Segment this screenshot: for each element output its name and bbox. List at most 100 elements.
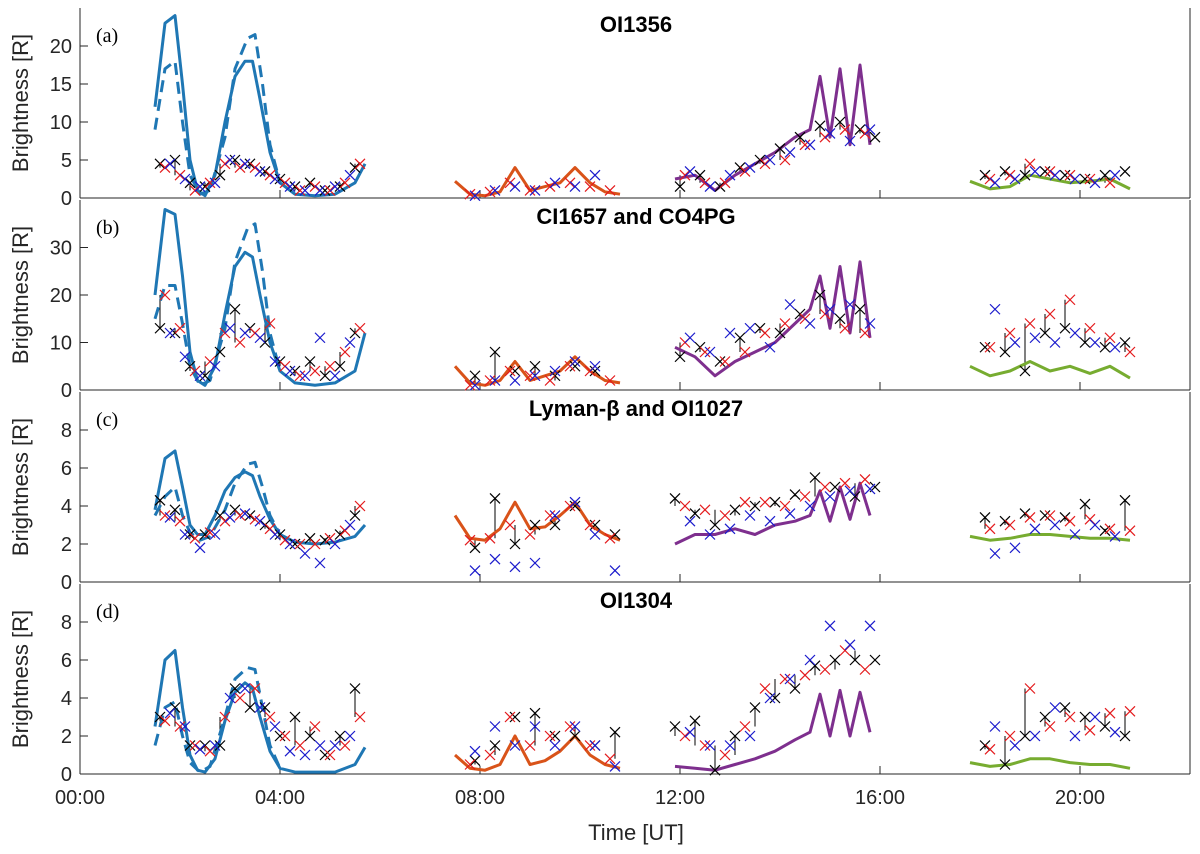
obs-marker xyxy=(529,370,541,382)
obs-marker xyxy=(484,375,496,386)
panel-3: 0 2 4 6 8 00:00 04:00 08:00 12:00 16:00 20:00 Brigh… xyxy=(8,584,1191,809)
series-line-model-seg1-dashed xyxy=(153,460,282,542)
obs-marker xyxy=(674,181,686,193)
obs-marker xyxy=(724,169,736,181)
obs-marker xyxy=(744,162,756,174)
obs-marker xyxy=(464,759,476,770)
obs-marker xyxy=(469,379,481,391)
obs-marker xyxy=(604,753,616,765)
obs-marker xyxy=(314,184,326,196)
obs-marker xyxy=(609,760,621,772)
obs-marker xyxy=(1044,721,1056,732)
obs-marker xyxy=(669,721,681,732)
obs-marker xyxy=(294,740,306,751)
obs-marker xyxy=(839,477,851,489)
obs-marker xyxy=(864,620,876,632)
obs-marker xyxy=(314,740,326,751)
obs-marker xyxy=(284,745,296,757)
obs-marker xyxy=(344,169,356,181)
obs-marker xyxy=(844,299,856,310)
y-tick-label: 20 xyxy=(50,36,72,58)
obs-marker xyxy=(529,557,541,569)
obs-marker xyxy=(779,318,791,329)
obs-marker xyxy=(859,127,871,139)
obs-marker xyxy=(789,489,801,501)
obs-marker xyxy=(224,322,236,334)
obs-marker xyxy=(1069,327,1081,339)
obs-marker xyxy=(839,124,851,136)
panel-title: Lyman-β and OI1027 xyxy=(529,396,743,421)
obs-marker xyxy=(234,162,246,174)
obs-marker xyxy=(864,318,876,329)
obs-marker xyxy=(334,181,346,193)
obs-marker xyxy=(1029,332,1041,344)
obs-marker xyxy=(324,749,336,761)
obs-marker xyxy=(1064,711,1076,723)
obs-marker xyxy=(734,162,746,174)
obs-marker xyxy=(704,346,716,358)
obs-marker xyxy=(234,337,246,348)
obs-marker xyxy=(484,532,496,544)
obs-marker xyxy=(204,177,216,189)
obs-marker xyxy=(824,491,836,502)
obs-marker xyxy=(784,146,796,158)
obs-marker xyxy=(714,356,726,367)
obs-marker xyxy=(549,740,561,751)
obs-marker xyxy=(259,519,271,531)
obs-marker xyxy=(489,346,501,358)
obs-marker xyxy=(549,177,561,189)
panel-title: OI1304 xyxy=(600,588,673,613)
obs-marker xyxy=(679,500,691,512)
obs-marker xyxy=(209,529,221,540)
obs-marker xyxy=(299,548,311,559)
obs-marker xyxy=(489,184,501,196)
obs-marker xyxy=(174,322,186,334)
obs-marker xyxy=(864,124,876,136)
obs-marker xyxy=(984,341,996,353)
obs-marker xyxy=(294,538,306,550)
obs-marker xyxy=(589,740,601,751)
obs-marker xyxy=(1104,707,1116,719)
obs-marker xyxy=(324,360,336,372)
obs-marker xyxy=(604,532,616,544)
obs-marker xyxy=(769,496,781,508)
obs-marker xyxy=(489,375,501,386)
obs-marker xyxy=(1024,683,1036,694)
obs-marker xyxy=(989,177,1001,189)
y-tick-label: 0 xyxy=(61,764,72,786)
obs-marker xyxy=(854,124,866,136)
obs-marker xyxy=(719,749,731,761)
obs-marker xyxy=(784,299,796,310)
obs-marker xyxy=(1039,510,1051,521)
obs-marker xyxy=(164,327,176,339)
obs-marker xyxy=(864,483,876,495)
obs-marker xyxy=(1089,177,1101,189)
y-tick-label: 2 xyxy=(61,534,72,556)
obs-marker xyxy=(194,542,206,554)
obs-marker xyxy=(304,730,316,742)
series-line-model-seg1-dashed xyxy=(153,33,282,196)
y-tick-label: 2 xyxy=(61,726,72,748)
obs-marker xyxy=(589,519,601,531)
obs-marker xyxy=(1119,730,1131,742)
obs-marker xyxy=(199,181,211,193)
obs-marker xyxy=(1089,337,1101,348)
obs-marker xyxy=(544,375,556,386)
obs-marker xyxy=(569,500,581,512)
obs-marker xyxy=(184,177,196,189)
obs-marker xyxy=(1099,169,1111,181)
y-tick-label: 6 xyxy=(61,458,72,480)
obs-marker xyxy=(209,740,221,751)
obs-marker xyxy=(779,154,791,166)
obs-marker xyxy=(819,131,831,143)
obs-marker xyxy=(979,740,991,751)
obs-marker xyxy=(569,356,581,367)
obs-marker xyxy=(784,508,796,520)
obs-marker xyxy=(774,327,786,339)
obs-marker xyxy=(779,673,791,685)
series-line-model-seg1-dashed xyxy=(153,222,282,387)
obs-marker xyxy=(1009,542,1021,554)
obs-marker xyxy=(589,360,601,372)
series-line-model-seg1-dashed xyxy=(153,666,282,774)
obs-marker xyxy=(1004,169,1016,181)
